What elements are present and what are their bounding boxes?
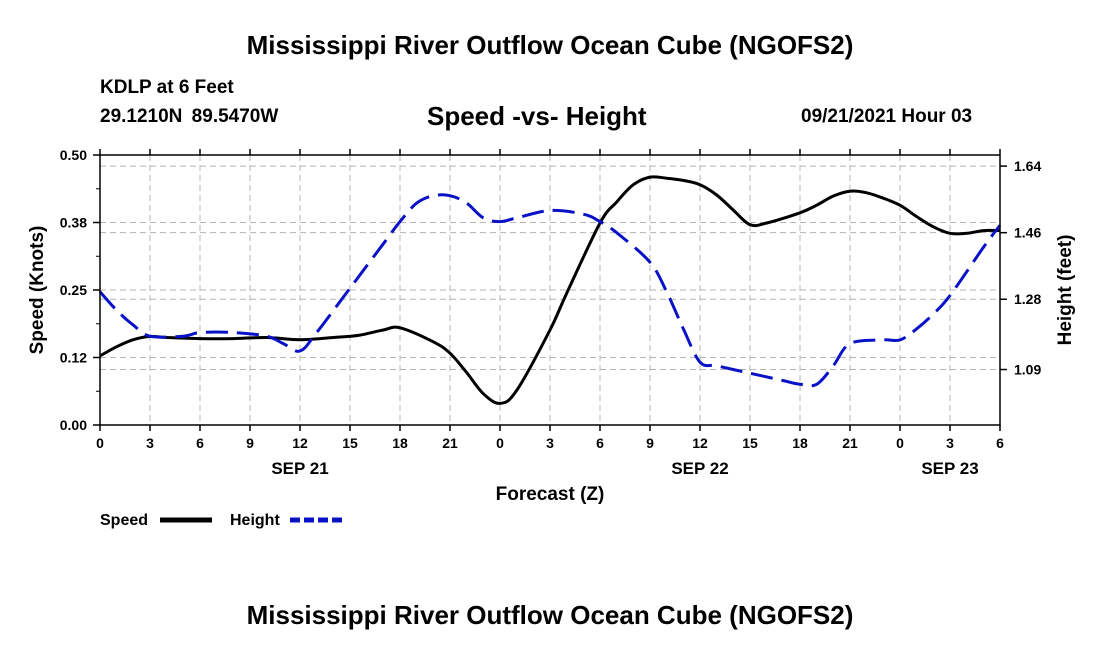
grid <box>100 155 1000 425</box>
y-tick-label: 0.00 <box>60 417 87 433</box>
x-tick-label: 0 <box>896 435 904 451</box>
x-tick-label: 9 <box>246 435 254 451</box>
x-tick-label: 12 <box>692 435 708 451</box>
x-tick-label: 0 <box>496 435 504 451</box>
y-tick-label: 0.50 <box>60 147 87 163</box>
y2-tick-label: 1.28 <box>1014 291 1041 307</box>
y2-axis-label: Height (feet) <box>1055 235 1076 346</box>
x-tick-label: 3 <box>146 435 154 451</box>
date-label: SEP 21 <box>271 459 328 478</box>
x-tick-label: 18 <box>392 435 408 451</box>
footer-title: Mississippi River Outflow Ocean Cube (NG… <box>246 600 854 630</box>
x-tick-label: 0 <box>96 435 104 451</box>
x-tick-label: 21 <box>842 435 858 451</box>
legend-label-speed: Speed <box>100 512 148 529</box>
x-tick-label: 15 <box>342 435 358 451</box>
chart-subtitle: Speed -vs- Height <box>427 101 647 131</box>
x-tick-label: 6 <box>196 435 204 451</box>
x-tick-label: 3 <box>546 435 554 451</box>
y2-tick-label: 1.09 <box>1014 362 1041 378</box>
x-tick-label: 3 <box>946 435 954 451</box>
forecast-datetime: 09/21/2021 Hour 03 <box>801 106 973 127</box>
x-tick-label: 18 <box>792 435 808 451</box>
series-line-speed <box>99 175 1001 405</box>
x-tick-label: 9 <box>646 435 654 451</box>
y-tick-label: 0.38 <box>60 215 87 231</box>
x-tick-label: 12 <box>292 435 308 451</box>
x-axis-label: Forecast (Z) <box>496 484 605 505</box>
chart-title: Mississippi River Outflow Ocean Cube (NG… <box>246 30 854 60</box>
legend-label-height: Height <box>230 512 280 529</box>
date-label: SEP 23 <box>921 459 978 478</box>
series-layer <box>98 175 1002 405</box>
x-tick-label: 6 <box>996 435 1004 451</box>
y2-tick-label: 1.46 <box>1014 225 1041 241</box>
x-tick-label: 6 <box>596 435 604 451</box>
station-label: KDLP at 6 Feet <box>100 77 234 98</box>
y-tick-label: 0.25 <box>60 282 87 298</box>
coordinates-label: 29.1210N 89.5470W <box>100 106 279 127</box>
y-axis-label: Speed (Knots) <box>27 226 48 355</box>
legend: Speed Height <box>100 512 342 529</box>
y2-tick-label: 1.64 <box>1014 158 1041 174</box>
x-tick-label: 21 <box>442 435 458 451</box>
y-tick-label: 0.12 <box>60 350 87 366</box>
x-tick-label: 15 <box>742 435 758 451</box>
date-label: SEP 22 <box>671 459 728 478</box>
axes: 0 3 6 9 12 15 18 21 0 3 6 9 12 15 18 21 0 3 6 SEP 21 SEP 22 S… <box>60 147 1042 478</box>
